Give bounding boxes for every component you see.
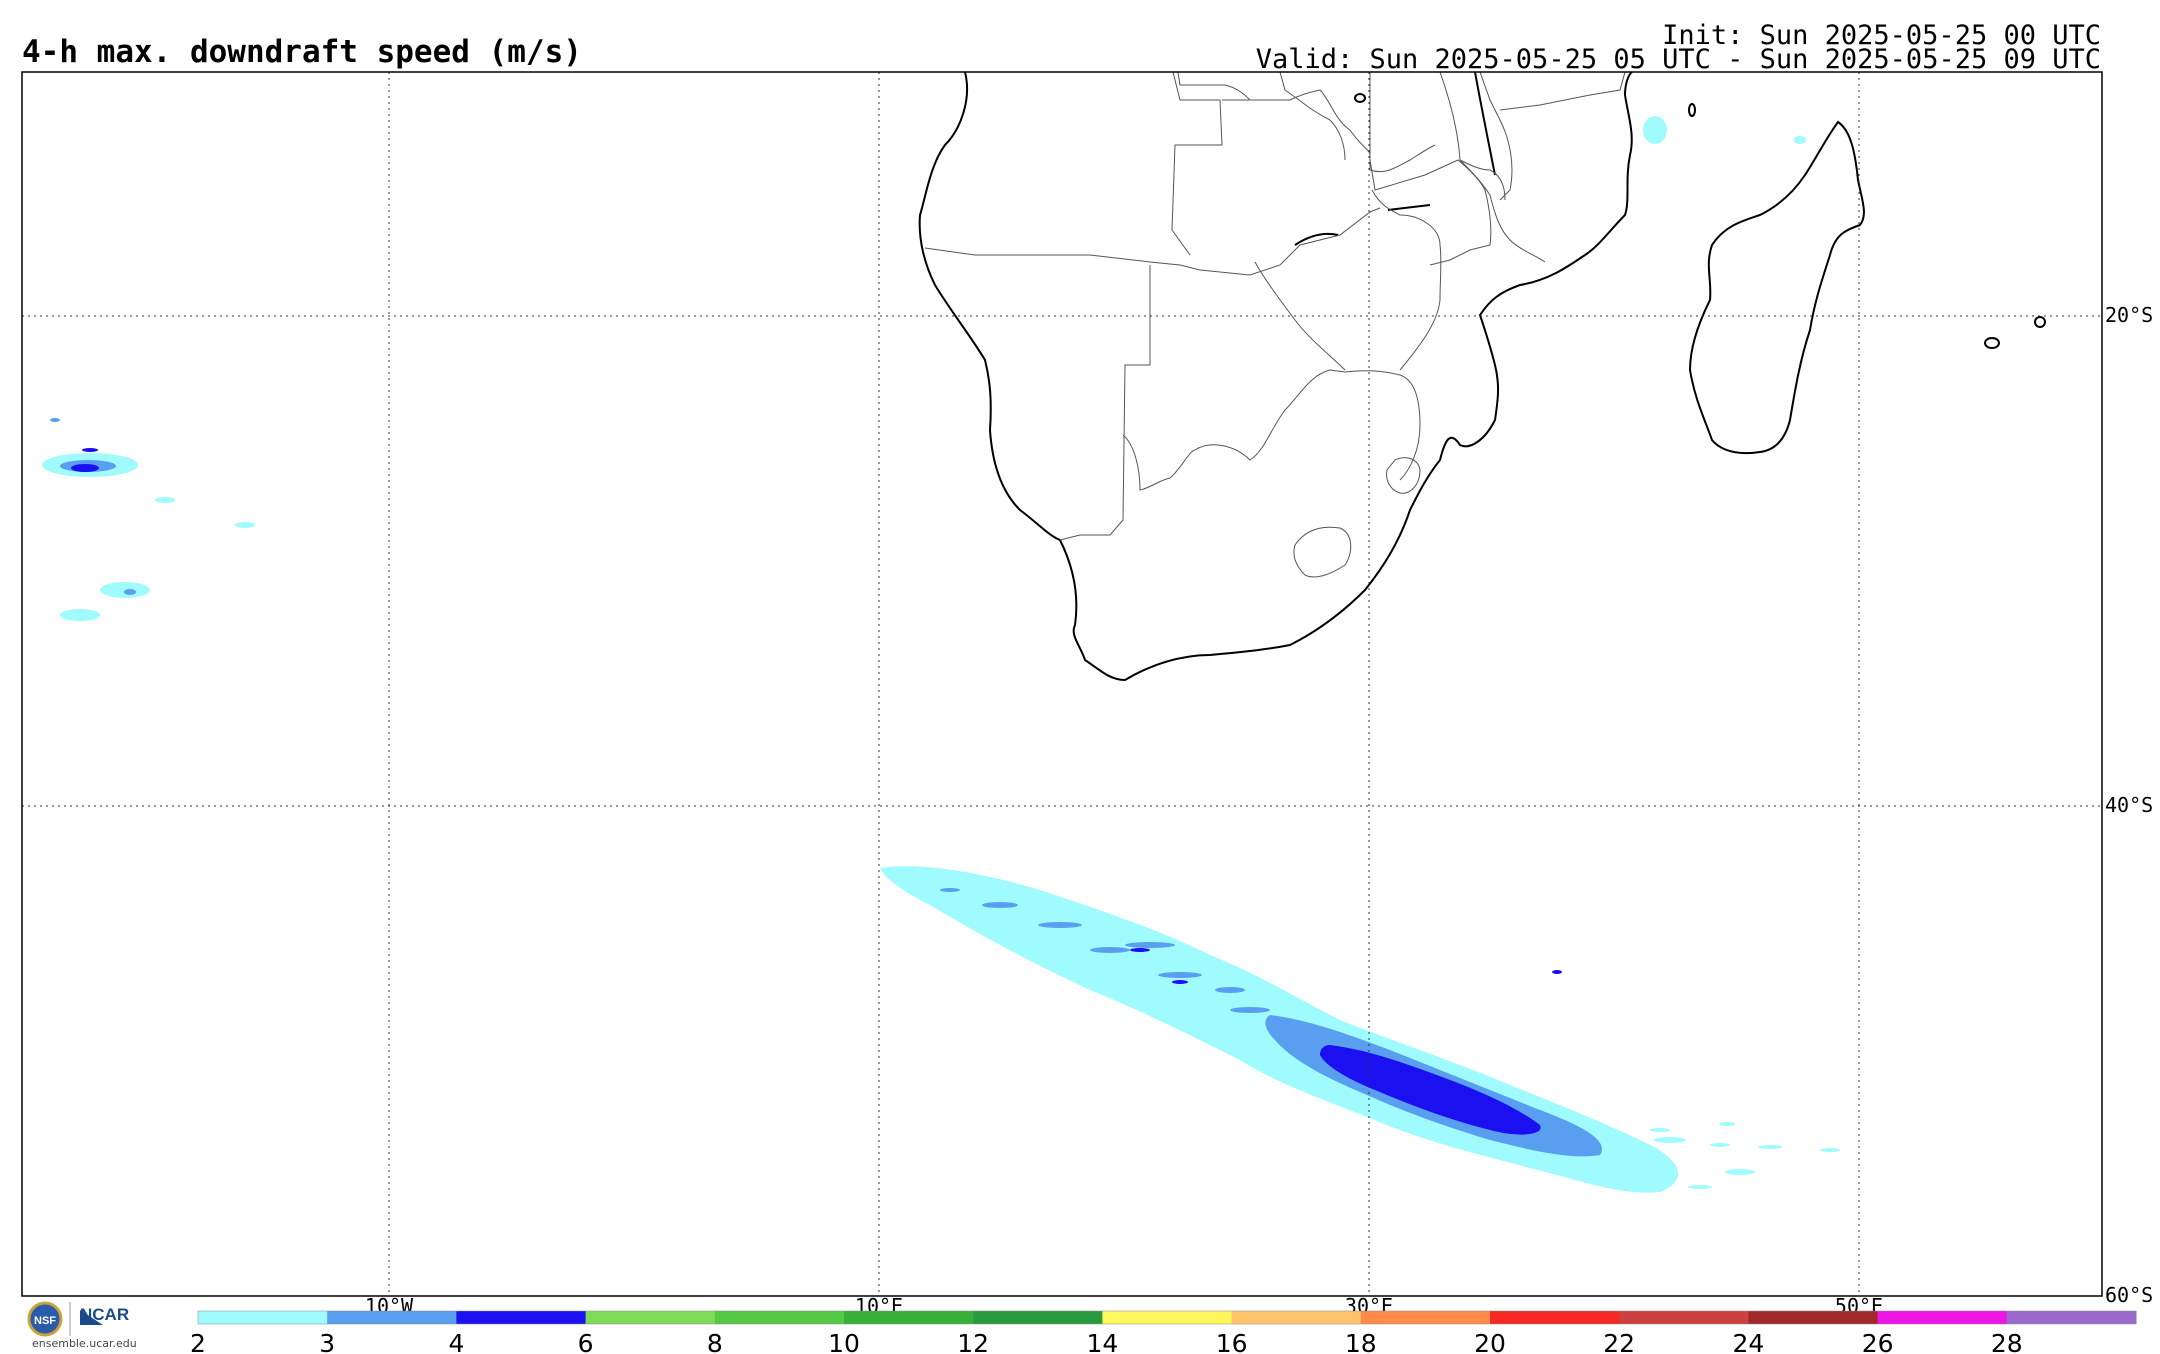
colorbar-swatch: [198, 1311, 328, 1324]
colorbar-border: [197, 1310, 2137, 1325]
lake-kariba: [1294, 232, 1339, 246]
colorbar-swatch: [1877, 1311, 2008, 1324]
coastlines: [918, 72, 2046, 682]
colorbar-swatch: [456, 1311, 587, 1324]
logo-url: ensemble.ucar.edu: [32, 1337, 137, 1350]
valid-time: Valid: Sun 2025-05-25 05 UTC - Sun 2025-…: [1255, 44, 2101, 75]
lake-victoria-island: [1354, 93, 1366, 103]
map-title: 4-h max. downdraft speed (m/s): [22, 34, 582, 70]
colorbar-swatch: [327, 1311, 457, 1324]
map-frame: [21, 71, 2103, 1297]
colorbar-tick-label: 2: [190, 1329, 206, 1354]
colorbar-tick-label: 24: [1732, 1329, 1764, 1354]
lake-malawi: [1474, 72, 1496, 176]
colorbar-tick-label: 10: [828, 1329, 860, 1354]
comoros: [1688, 103, 1696, 117]
colorbar: 2 3 4 6 8 10 12 14 16 18 20 22 24 26 28: [190, 1310, 2137, 1354]
lat-label-20s: 20°S: [2105, 303, 2153, 327]
colorbar-swatch: [1619, 1311, 1749, 1324]
colorbar-swatch: [2006, 1311, 2137, 1324]
colorbar-swatch: [1102, 1311, 1233, 1324]
colorbar-tick-label: 12: [957, 1329, 989, 1354]
mauritius: [1984, 337, 2000, 349]
graticule: [22, 72, 2102, 1296]
ncar-logo-text: NCAR: [80, 1305, 130, 1324]
country-borders: [924, 72, 1626, 578]
init-time: Init: Sun 2025-05-25 00 UTC: [1662, 20, 2101, 51]
colorbar-swatch: [1490, 1311, 1620, 1324]
colorbar-tick-label: 14: [1086, 1329, 1118, 1354]
colorbar-swatch: [714, 1311, 845, 1324]
colorbar-tick-label: 6: [578, 1329, 594, 1354]
reunion: [2034, 316, 2046, 328]
colorbar-swatch: [1231, 1311, 1362, 1324]
colorbar-tick-label: 4: [448, 1329, 464, 1354]
colorbar-swatch: [844, 1311, 974, 1324]
lake-tanganyika: [1387, 204, 1431, 211]
colorbar-tick-label: 20: [1474, 1329, 1506, 1354]
colorbar-swatch: [1748, 1311, 1879, 1324]
ncar-logo-icon: [80, 1310, 103, 1325]
colorbar-tick-label: 3: [319, 1329, 335, 1354]
svg-text:NSF: NSF: [34, 1315, 56, 1327]
colorbar-tick-label: 26: [1862, 1329, 1894, 1354]
lesotho: [1293, 526, 1352, 578]
colorbar-tick-label: 28: [1991, 1329, 2023, 1354]
colorbar-tick-label: 18: [1345, 1329, 1377, 1354]
africa-coastline: [918, 72, 1633, 682]
colorbar-tick-label: 8: [707, 1329, 723, 1354]
downdraft-shading: [42, 116, 1840, 1193]
colorbar-swatch: [1360, 1311, 1491, 1324]
colorbar-tick-label: 16: [1216, 1329, 1248, 1354]
madagascar: [1688, 120, 1865, 455]
lat-label-40s: 40°S: [2105, 793, 2153, 817]
nsf-logo: NSF: [27, 1301, 63, 1337]
eswatini: [1386, 457, 1421, 494]
colorbar-swatch: [585, 1311, 716, 1324]
lat-label-60s: 60°S: [2105, 1283, 2153, 1307]
colorbar-swatch: [973, 1311, 1103, 1324]
downdraft-band-core: [1320, 1045, 1541, 1135]
colorbar-tick-label: 22: [1603, 1329, 1635, 1354]
